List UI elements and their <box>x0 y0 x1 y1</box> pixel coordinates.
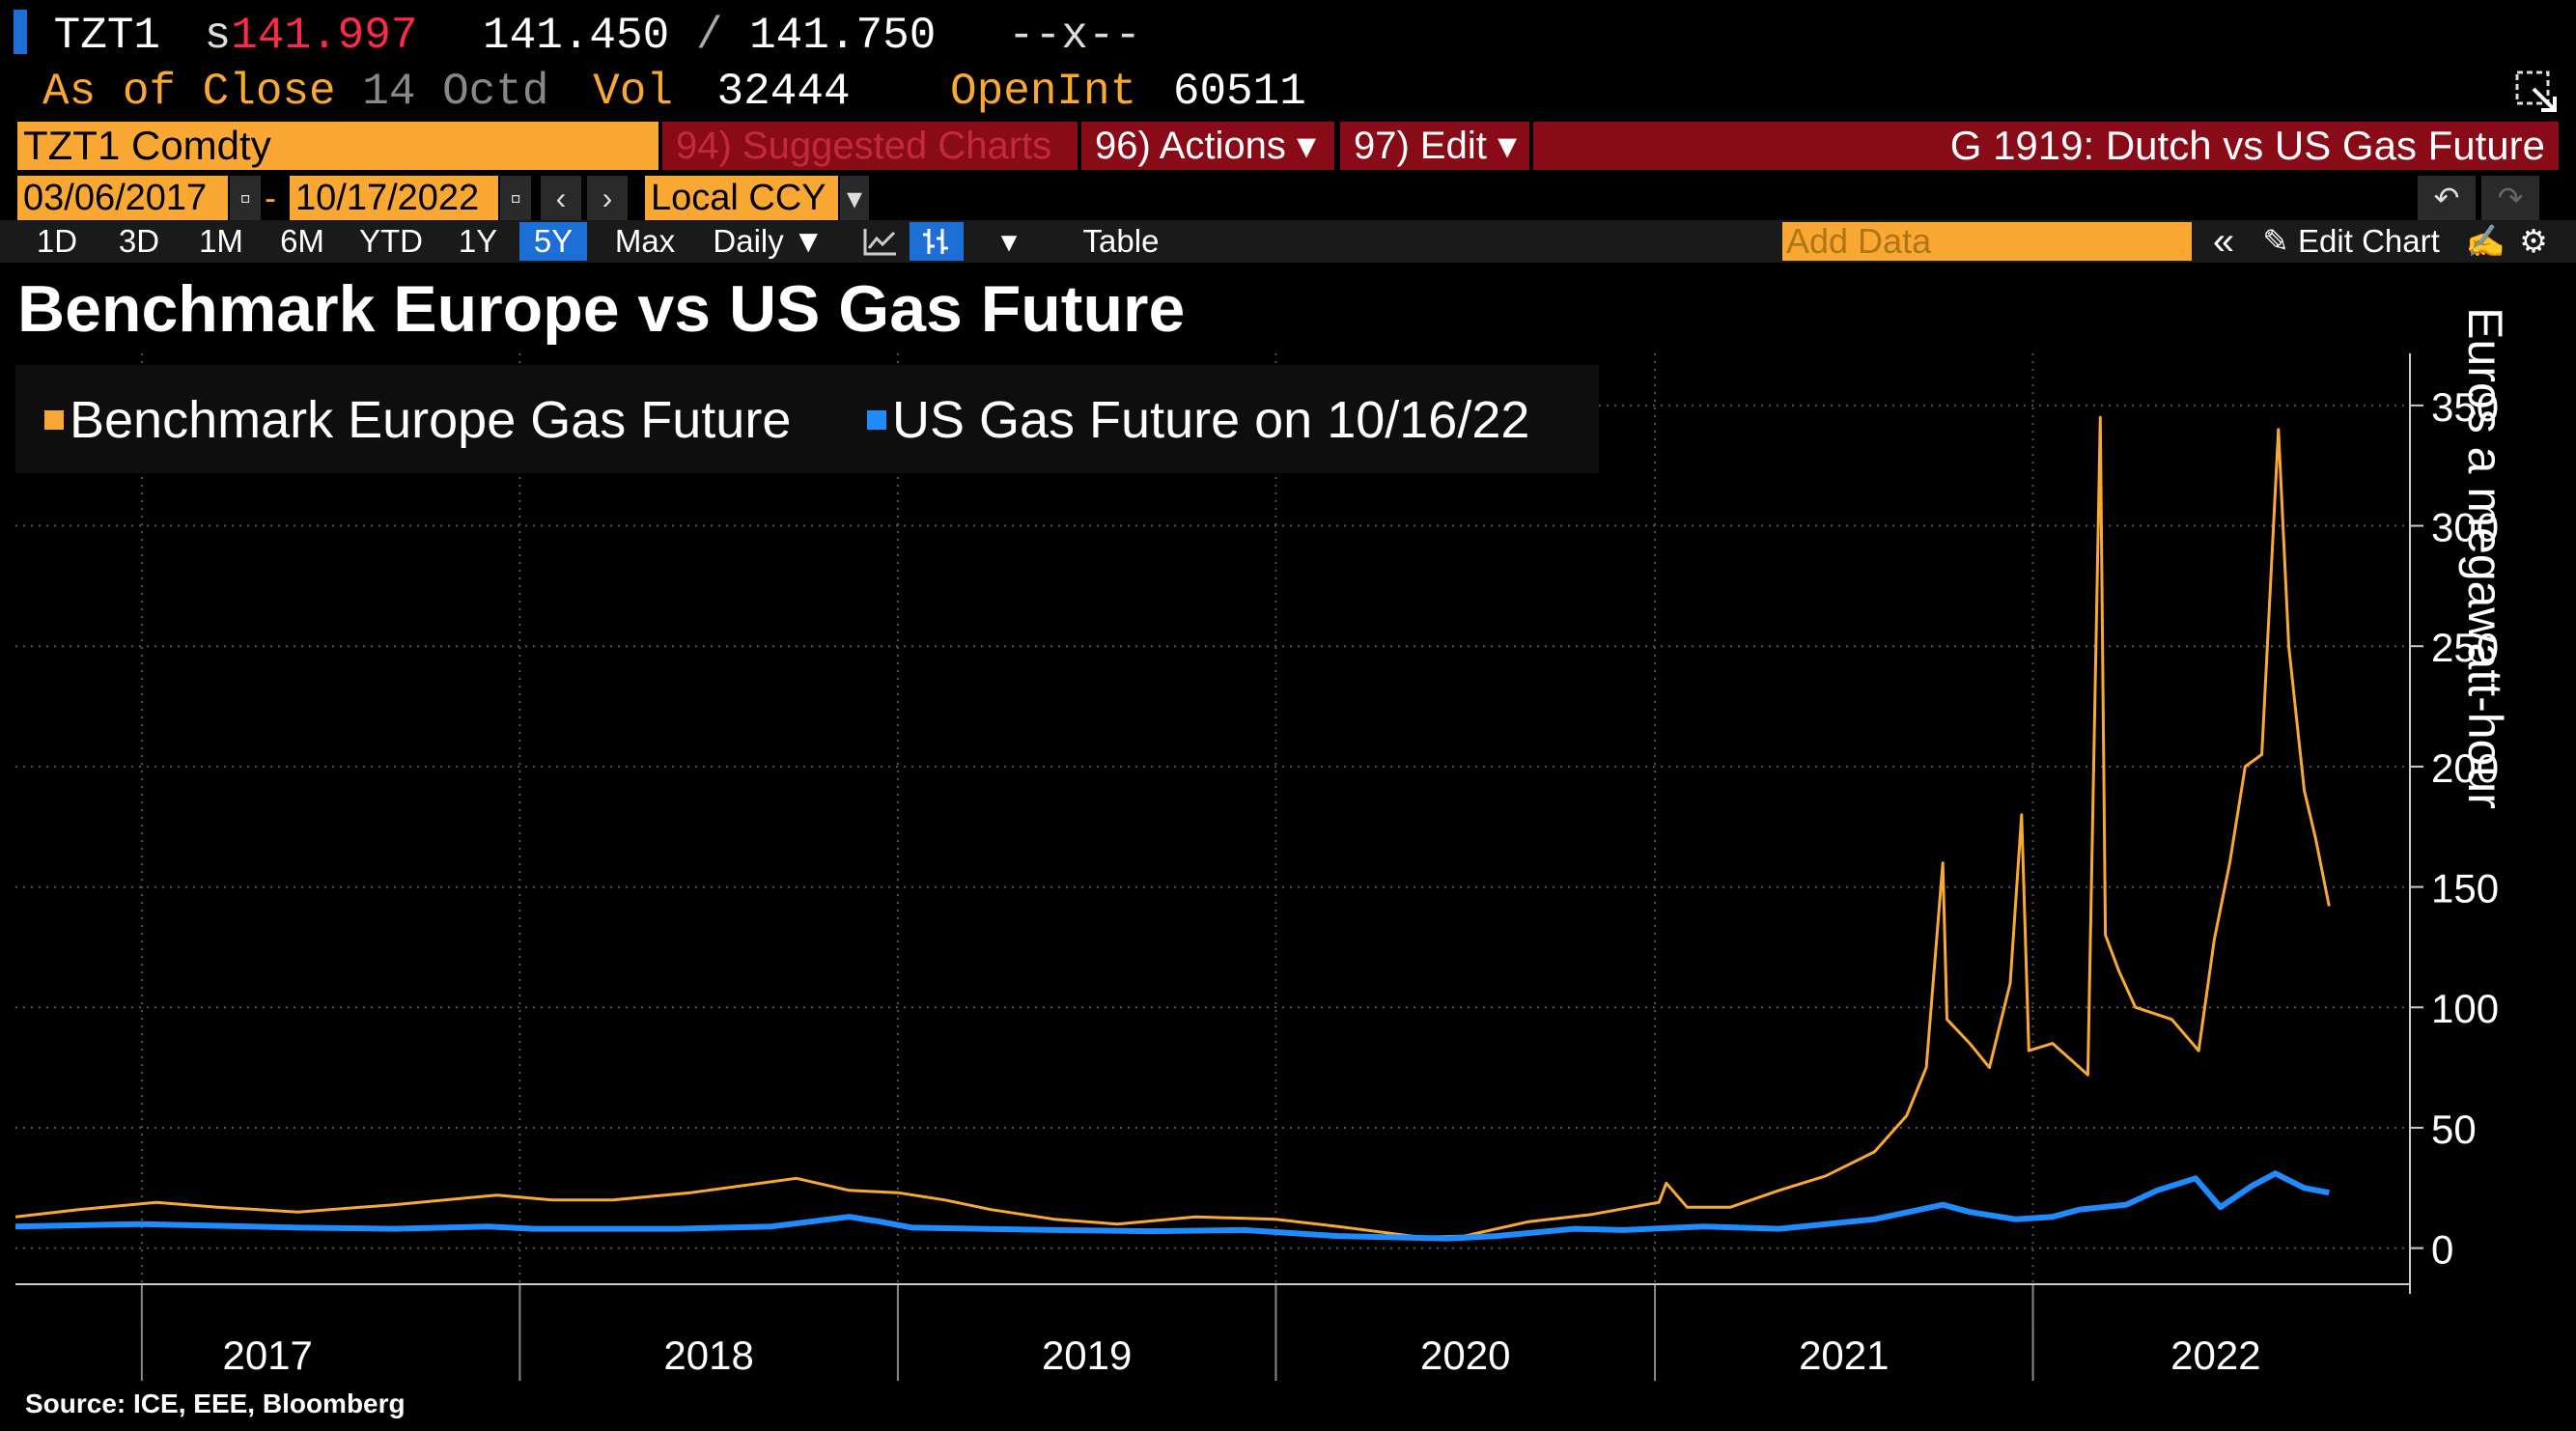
x-tick-label: 2019 <box>1042 1333 1132 1378</box>
openint: OpenInt 60511 <box>950 64 1306 120</box>
line-chart-icon[interactable] <box>855 222 906 261</box>
source-note: Source: ICE, EEE, Bloomberg <box>25 1389 406 1418</box>
undo-button[interactable]: ↶ <box>2418 176 2476 220</box>
start-date-input[interactable]: 03/06/2017 <box>17 176 228 220</box>
actions-menu[interactable]: 96) Actions ▾ <box>1081 122 1334 170</box>
as-of-date: 14 Octd <box>362 67 549 117</box>
frequency-select[interactable]: Daily ▼ <box>701 222 836 261</box>
tab-3d[interactable]: 3D <box>100 222 178 261</box>
header-row-2: As of Close 14 Octd Vol 32444 <box>42 64 851 120</box>
edit-menu[interactable]: 97) Edit ▾ <box>1340 122 1529 170</box>
currency-select[interactable]: Local CCY <box>645 176 838 220</box>
bid-ask: 141.450 / 141.750 <box>483 8 936 64</box>
collapse-button[interactable]: « <box>2201 222 2246 261</box>
last-price: 141.997 <box>231 11 418 61</box>
y-tick-label: 250 <box>2431 625 2499 670</box>
y-tick-label: 0 <box>2431 1227 2453 1273</box>
add-data-input[interactable]: Add Data <box>1782 222 2192 261</box>
tab-max[interactable]: Max <box>595 222 695 261</box>
prev-period-button[interactable]: ‹ <box>541 176 581 220</box>
as-of-label: As of Close <box>42 67 336 117</box>
vol-value: 32444 <box>716 67 851 117</box>
x-tick-label: 2021 <box>1799 1333 1889 1378</box>
edit-chart-label: Edit Chart <box>2298 223 2440 259</box>
popout-icon[interactable] <box>2514 70 2559 114</box>
tab-1d[interactable]: 1D <box>19 222 95 261</box>
y-tick-label: 350 <box>2431 384 2499 430</box>
pencil-icon: ✎ <box>2262 223 2289 259</box>
chart-type-dropdown-icon[interactable]: ▾ <box>979 222 1039 261</box>
tab-6m[interactable]: 6M <box>265 222 340 261</box>
next-period-button[interactable]: › <box>587 176 628 220</box>
series-line-europe <box>14 415 2331 1239</box>
x-tick-label: 2022 <box>2170 1333 2260 1378</box>
y-tick-label: 100 <box>2431 986 2499 1031</box>
end-date-input[interactable]: 10/17/2022 <box>290 176 498 220</box>
legend-swatch-europe <box>44 409 64 430</box>
bid-ask-separator: / <box>695 11 723 61</box>
x-tick-label: 2020 <box>1420 1333 1510 1378</box>
tab-1m[interactable]: 1M <box>183 222 259 261</box>
tab-1y[interactable]: 1Y <box>442 222 514 261</box>
grid-lines <box>15 353 2410 1323</box>
legend-label-europe: Benchmark Europe Gas Future <box>70 391 792 449</box>
ticker-marker <box>14 9 27 54</box>
tab-ytd[interactable]: YTD <box>346 222 436 261</box>
bid-price: 141.450 <box>483 11 670 61</box>
legend-swatch-us <box>867 409 886 430</box>
gear-icon[interactable]: ⚙ <box>2512 222 2555 261</box>
y-tick-label: 200 <box>2431 745 2499 791</box>
y-axis: 0 50 100 150 200 250 300 350 <box>2409 353 2499 1294</box>
legend-label-us: US Gas Future on 10/16/22 <box>892 391 1530 449</box>
security-field[interactable]: TZT1 Comdty <box>17 122 658 170</box>
tab-5y[interactable]: 5Y <box>519 222 587 261</box>
edit-chart-button[interactable]: ✎ Edit Chart <box>2254 222 2449 261</box>
legend-item-europe: Benchmark Europe Gas Future <box>44 388 791 452</box>
x-tick-label: 2017 <box>222 1333 312 1378</box>
y-tick-label: 150 <box>2431 866 2499 912</box>
legend <box>15 365 1599 473</box>
redo-button[interactable]: ↷ <box>2481 176 2539 220</box>
price-change: --x-- <box>1008 11 1142 61</box>
ticker-symbol: TZT1 <box>53 11 161 61</box>
y-axis-title: Euros a megawatt-hour <box>2458 307 2512 809</box>
annotate-icon[interactable]: ✍ <box>2464 222 2506 261</box>
series-lines <box>14 415 2331 1242</box>
price-prefix: s <box>204 11 232 61</box>
x-tick-label: 2018 <box>663 1333 753 1378</box>
table-button[interactable]: Table <box>1049 222 1193 261</box>
bar-chart-icon[interactable] <box>910 222 964 261</box>
openint-value: 60511 <box>1172 67 1306 117</box>
chart-id-title: G 1919: Dutch vs US Gas Future <box>1533 122 2559 170</box>
y-tick-label: 50 <box>2431 1107 2477 1152</box>
legend-item-us: US Gas Future on 10/16/22 <box>867 388 1529 452</box>
start-calendar-icon[interactable]: ▫ <box>230 176 261 220</box>
ask-price: 141.750 <box>749 11 937 61</box>
y-tick-label: 300 <box>2431 505 2499 550</box>
x-axis: 2017 2018 2019 2020 2021 2022 <box>15 1283 2410 1381</box>
chart-title: Benchmark Europe vs US Gas Future <box>17 272 1186 346</box>
vol-label: Vol <box>593 67 673 117</box>
series-line-us <box>14 1170 2330 1242</box>
openint-label: OpenInt <box>950 67 1137 117</box>
header-row-1: TZT1 s141.997 <box>14 8 417 64</box>
end-calendar-icon[interactable]: ▫ <box>500 176 531 220</box>
date-dash: - <box>265 178 276 217</box>
suggested-charts-button[interactable]: 94) Suggested Charts <box>662 122 1078 170</box>
currency-dropdown-icon[interactable]: ▾ <box>840 176 869 220</box>
